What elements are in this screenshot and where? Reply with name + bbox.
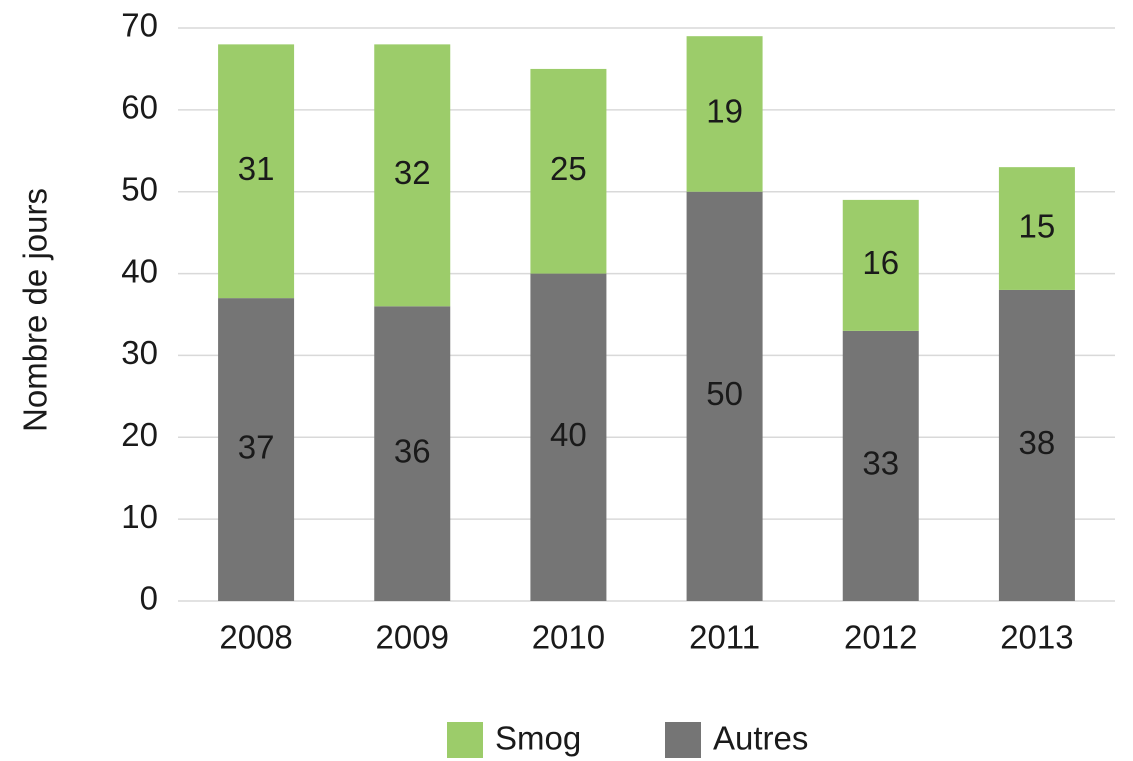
bar-segment [842, 330, 919, 601]
x-tick-label: 2008 [219, 619, 292, 656]
y-tick-label: 10 [121, 498, 158, 535]
x-tick-label: 2011 [689, 619, 760, 656]
bar-segment [218, 44, 295, 299]
data-label: 50 [706, 375, 743, 412]
y-tick-label: 40 [121, 252, 158, 289]
bar-segment [374, 44, 451, 307]
bar-segment [998, 289, 1075, 601]
bar-segment [530, 273, 607, 601]
bar-segment [842, 199, 919, 331]
data-label: 36 [394, 432, 431, 469]
y-tick-label: 60 [121, 89, 158, 126]
data-label: 19 [706, 93, 743, 130]
legend-swatch [665, 722, 701, 758]
data-label: 31 [238, 150, 275, 187]
x-tick-label: 2012 [844, 619, 917, 656]
bar-segment [374, 306, 451, 601]
bar-segment [686, 36, 763, 192]
bar-segment [998, 167, 1075, 290]
data-label: 38 [1019, 424, 1056, 461]
legend-label: Smog [495, 720, 581, 757]
data-label: 25 [550, 150, 587, 187]
y-tick-label: 0 [140, 580, 158, 617]
legend-swatch [447, 722, 483, 758]
data-label: 16 [862, 244, 899, 281]
legend-label: Autres [713, 720, 808, 757]
y-tick-label: 50 [121, 170, 158, 207]
data-label: 32 [394, 154, 431, 191]
y-tick-label: 70 [121, 7, 158, 44]
data-label: 37 [238, 428, 275, 465]
x-tick-label: 2010 [532, 619, 605, 656]
data-label: 33 [862, 445, 899, 482]
data-label: 40 [550, 416, 587, 453]
x-tick-label: 2009 [376, 619, 449, 656]
bar-segment [218, 298, 295, 601]
bar-segment [530, 68, 607, 274]
y-axis-label: Nombre de jours [17, 188, 54, 432]
data-label: 15 [1019, 207, 1056, 244]
x-tick-label: 2013 [1000, 619, 1073, 656]
bar-segment [686, 191, 763, 601]
y-tick-label: 30 [121, 334, 158, 371]
y-tick-label: 20 [121, 416, 158, 453]
